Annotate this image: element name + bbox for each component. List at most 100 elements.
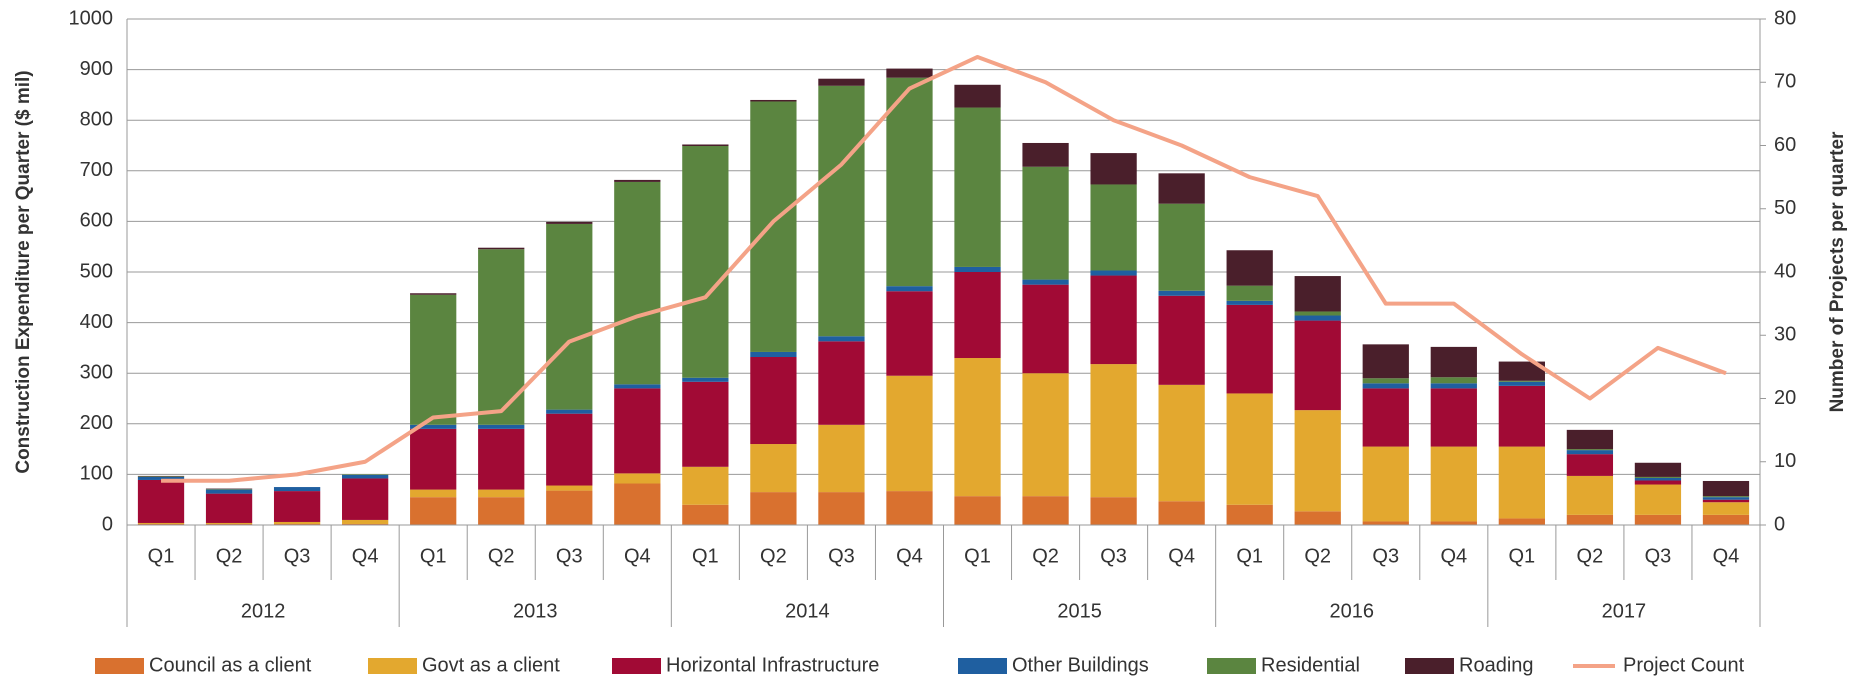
bar-segment [1498, 385, 1545, 447]
bar-segment [137, 476, 185, 480]
y-tick-label: 100 [80, 463, 113, 485]
bar-segment [410, 497, 457, 525]
bar-segment [886, 375, 933, 492]
bar-segment [273, 491, 321, 522]
legend-label: Project Count [1623, 654, 1745, 676]
bar-segment [1158, 203, 1205, 291]
x-tick-label: Q3 [1645, 545, 1672, 567]
y-tick-label: 600 [80, 210, 113, 232]
bar-segment [410, 424, 457, 429]
bar-segment [1566, 454, 1614, 476]
bar-segment [750, 492, 797, 525]
bar-segment [478, 424, 525, 429]
bar-segment [342, 523, 389, 525]
bar-segment [750, 357, 797, 445]
y2-axis-title: Number of Projects per quarter [1827, 131, 1848, 412]
bar-segment [342, 519, 389, 524]
bar-segment [1702, 496, 1750, 498]
bar-segment [546, 223, 593, 410]
bar-segment [886, 491, 933, 525]
y-tick-label: 0 [102, 513, 113, 535]
x-tick-label: Q1 [692, 545, 719, 567]
bar-segment [1498, 518, 1545, 525]
year-label: 2012 [241, 600, 286, 622]
bar-segment [1498, 361, 1545, 381]
bar-segment [478, 489, 525, 498]
bar-segment [1022, 166, 1069, 280]
bar-segment [1158, 295, 1205, 385]
x-tick-label: Q2 [1032, 545, 1059, 567]
year-label: 2013 [513, 600, 558, 622]
bar-segment [1226, 304, 1273, 394]
bar-segment [1430, 383, 1477, 389]
x-tick-label: Q1 [1509, 545, 1536, 567]
bar-segment [1566, 449, 1614, 451]
bar-segment [1702, 499, 1750, 503]
bar-segment [273, 487, 321, 492]
bar-segment [1022, 142, 1069, 167]
bar-segment [1362, 344, 1409, 379]
bar-segment [886, 68, 933, 78]
bar-segment [1634, 477, 1682, 481]
bar-segment [410, 294, 457, 425]
bar-segment [1498, 446, 1545, 519]
y2-tick-label: 60 [1774, 134, 1796, 156]
bar-segment [137, 479, 185, 523]
bar-segment [818, 336, 865, 342]
bar-segment [273, 523, 321, 525]
bar-segment [205, 522, 253, 524]
legend-label: Roading [1459, 654, 1534, 676]
bar-segment [137, 476, 185, 477]
bar-segment [546, 485, 593, 491]
bar-segment [1634, 476, 1682, 478]
y-tick-label: 900 [80, 58, 113, 80]
bar-segment [614, 179, 661, 182]
bar-segment [1702, 497, 1750, 500]
bar-segment [954, 266, 1001, 272]
legend-swatch [1207, 658, 1256, 674]
bar-segment [478, 428, 525, 490]
x-tick-label: Q1 [1236, 545, 1263, 567]
bar-segment [954, 358, 1001, 497]
bar-segment [1090, 270, 1137, 276]
bar-segment [1022, 284, 1069, 374]
bar-segment [1226, 504, 1273, 525]
bar-segment [818, 78, 865, 86]
bar-segment [886, 291, 933, 376]
x-tick-label: Q3 [1100, 545, 1127, 567]
bar-segment [1430, 521, 1477, 525]
year-label: 2016 [1330, 600, 1375, 622]
bar-segment [1158, 501, 1205, 525]
x-tick-label: Q1 [420, 545, 447, 567]
bar-segment [1566, 514, 1614, 525]
bar-segment [1226, 285, 1273, 301]
y2-tick-label: 50 [1774, 197, 1796, 219]
bar-segment [1090, 275, 1137, 365]
bar-segment [614, 483, 661, 525]
bar-segment [818, 492, 865, 525]
x-tick-label: Q4 [896, 545, 923, 567]
bar-segment [137, 522, 185, 524]
bar-segment [546, 413, 593, 486]
bar-segment [614, 181, 661, 385]
bar-segment [1498, 381, 1545, 386]
bar-segment [205, 489, 253, 490]
x-tick-label: Q4 [1713, 545, 1740, 567]
legend-label: Residential [1261, 654, 1360, 676]
bar-segment [1430, 377, 1477, 384]
y-tick-label: 400 [80, 311, 113, 333]
bar-segment [205, 488, 253, 490]
bar-segment [1226, 393, 1273, 505]
bar-segment [682, 381, 729, 467]
legend-label: Govt as a client [422, 654, 560, 676]
bar-segment [954, 272, 1001, 359]
legend-swatch [612, 658, 661, 674]
legend-label: Council as a client [149, 654, 312, 676]
legend-label: Horizontal Infrastructure [666, 654, 879, 676]
x-tick-label: Q2 [216, 545, 243, 567]
bar-segment [478, 247, 525, 250]
bar-segment [1702, 480, 1750, 497]
bar-segment [818, 424, 865, 493]
y2-tick-label: 30 [1774, 324, 1796, 346]
